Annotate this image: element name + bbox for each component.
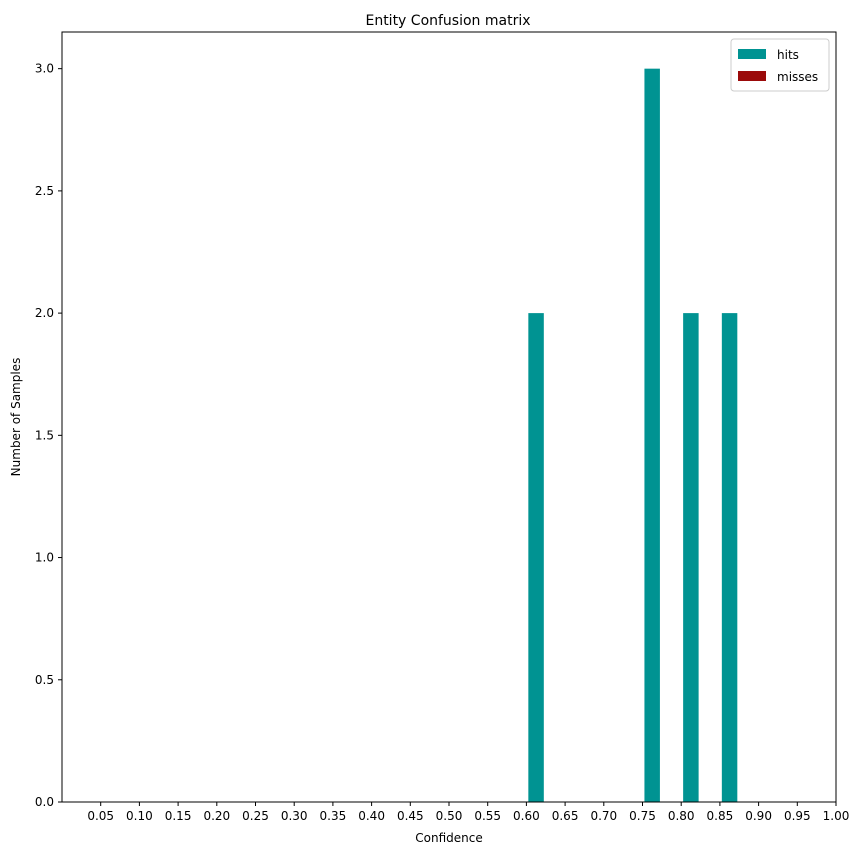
misses-legend-label: misses — [777, 70, 818, 84]
bar-layer — [528, 68, 738, 802]
x-tick-label: 0.50 — [436, 809, 463, 823]
hits-bar — [683, 313, 699, 802]
x-tick-label: 0.75 — [629, 809, 656, 823]
y-tick-label: 3.0 — [35, 62, 54, 76]
x-tick-label: 0.70 — [590, 809, 617, 823]
y-axis-label: Number of Samples — [9, 358, 23, 477]
y-tick-label: 0.5 — [35, 673, 54, 687]
x-tick-label: 0.10 — [126, 809, 153, 823]
legend: hits misses — [730, 38, 830, 92]
x-tick-label: 0.20 — [203, 809, 230, 823]
x-tick-label: 0.35 — [320, 809, 347, 823]
x-tick-label: 0.95 — [784, 809, 811, 823]
x-tick-label: 0.65 — [552, 809, 579, 823]
hits-legend-label: hits — [777, 48, 799, 62]
hits-bar — [528, 313, 544, 802]
x-tick-label: 0.30 — [281, 809, 308, 823]
x-tick-label: 0.55 — [474, 809, 501, 823]
x-axis: 0.05 0.10 0.15 0.20 0.25 0.30 0.35 0.40 0.45 0.50… — [87, 802, 849, 823]
y-tick-label: 1.0 — [35, 551, 54, 565]
x-tick-label: 0.80 — [668, 809, 695, 823]
x-tick-label: 0.45 — [397, 809, 424, 823]
x-tick-label: 0.90 — [745, 809, 772, 823]
hits-bar — [721, 313, 738, 802]
x-axis-label: Confidence — [415, 831, 482, 845]
hits-legend-swatch — [738, 49, 766, 59]
y-tick-label: 0.0 — [35, 795, 54, 809]
x-tick-label: 0.60 — [513, 809, 540, 823]
y-tick-label: 1.5 — [35, 428, 54, 442]
hits-bar — [644, 68, 660, 802]
x-tick-label: 0.05 — [87, 809, 114, 823]
x-tick-label: 0.15 — [165, 809, 192, 823]
y-tick-label: 2.0 — [35, 306, 54, 320]
plot-frame — [61, 31, 837, 803]
x-tick-label: 0.85 — [707, 809, 734, 823]
x-tick-label: 0.25 — [242, 809, 269, 823]
x-tick-label: 1.00 — [823, 809, 850, 823]
x-tick-label: 0.40 — [358, 809, 385, 823]
misses-legend-swatch — [738, 71, 766, 81]
y-axis: 0.0 0.5 1.0 1.5 2.0 2.5 3.0 — [35, 62, 62, 809]
y-tick-label: 2.5 — [35, 184, 54, 198]
chart-title: Entity Confusion matrix — [365, 13, 530, 29]
